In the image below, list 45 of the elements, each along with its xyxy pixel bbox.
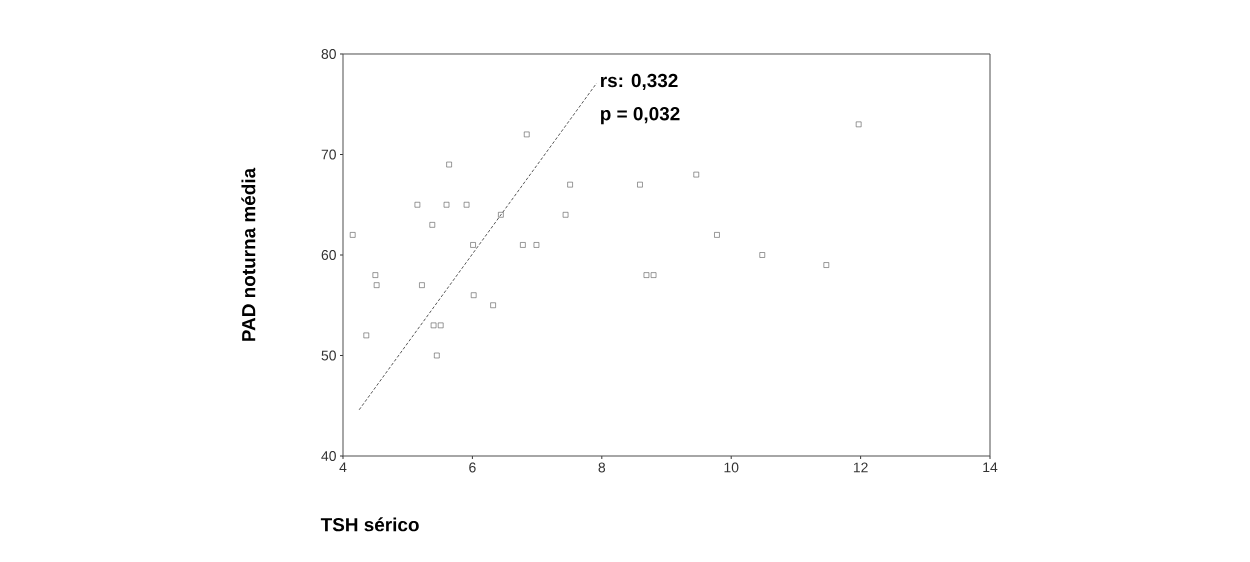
point [714,232,720,238]
point [523,131,530,138]
point [470,292,477,298]
x-tick-label: 10 [724,462,739,473]
x-tick-label: 14 [983,462,998,473]
point [429,222,436,228]
point [567,181,573,188]
x-tick-label: 12 [853,462,868,473]
point [443,201,450,208]
point [693,171,700,178]
point [446,161,452,168]
point [855,121,862,128]
point [430,322,437,329]
point [823,262,830,268]
point [498,212,504,218]
y-axis-title: PAD noturna média [241,167,256,341]
x-tick-label: 8 [598,462,606,473]
x-axis-title: TSH sérico [320,517,419,532]
point [419,282,425,288]
point [373,282,380,288]
y-tick-label: 50 [321,350,336,361]
point [759,252,766,258]
x-tick-label: 6 [469,462,476,473]
point [470,242,476,248]
point [533,242,540,248]
y-tick-label: 60 [321,250,336,260]
y-tick-label: 70 [321,149,336,160]
point [349,232,356,238]
point [363,332,370,339]
point [650,272,657,278]
point [434,352,440,359]
y-tick-label: 40 [321,451,336,461]
point [437,322,444,329]
point [414,201,421,208]
point [643,272,650,278]
point [637,181,643,188]
y-tick-label: 80 [321,49,336,59]
point [520,242,526,248]
point [562,212,569,218]
annotation: p = 0,032 [601,107,680,125]
point [372,272,379,278]
x-tick-label: 4 [339,462,347,473]
point [490,302,496,309]
annotation: rs: 0,332 [601,73,678,90]
point [463,201,470,208]
